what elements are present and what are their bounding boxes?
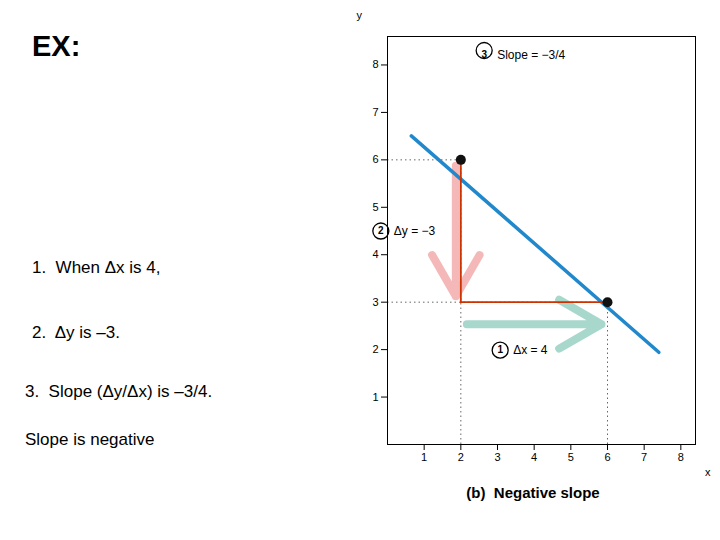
svg-text:2: 2 [372, 343, 378, 355]
html-text:2. Δy is –3.: 2. Δy is –3. [32, 323, 120, 342]
svg-text:1: 1 [421, 451, 427, 463]
html-text:3. Slope (Δy/Δx) is –3/4.: 3. Slope (Δy/Δx) is –3/4. [25, 382, 213, 401]
svg-text:6: 6 [604, 451, 610, 463]
svg-text:2: 2 [458, 451, 464, 463]
svg-text:3: 3 [372, 296, 378, 308]
svg-text:7: 7 [372, 106, 378, 118]
svg-text:5: 5 [568, 451, 574, 463]
svg-text:4: 4 [372, 248, 378, 260]
svg-text:6: 6 [372, 153, 378, 165]
svg-text:1: 1 [372, 391, 378, 403]
svg-text:Δy = −3: Δy = −3 [394, 224, 436, 238]
svg-text:1: 1 [497, 344, 503, 355]
svg-text:y: y [357, 9, 363, 21]
svg-text:4: 4 [531, 451, 537, 463]
svg-text:Slope = −3/4: Slope = −3/4 [497, 48, 565, 62]
svg-text:7: 7 [641, 451, 647, 463]
html-text:EX:: EX: [32, 30, 81, 62]
svg-text:2: 2 [378, 225, 384, 236]
svg-text:3: 3 [481, 49, 487, 60]
svg-text:8: 8 [372, 58, 378, 70]
svg-text:x: x [705, 466, 711, 478]
svg-text:5: 5 [372, 201, 378, 213]
svg-text:3: 3 [494, 451, 500, 463]
html-text:1. When Δx is 4,: 1. When Δx is 4, [32, 258, 161, 277]
svg-text:8: 8 [678, 451, 684, 463]
html-text:Slope is negative: Slope is negative [25, 430, 155, 449]
html-text:(b) Negative slope: (b) Negative slope [466, 484, 600, 501]
svg-text:Δx = 4: Δx = 4 [513, 343, 548, 357]
